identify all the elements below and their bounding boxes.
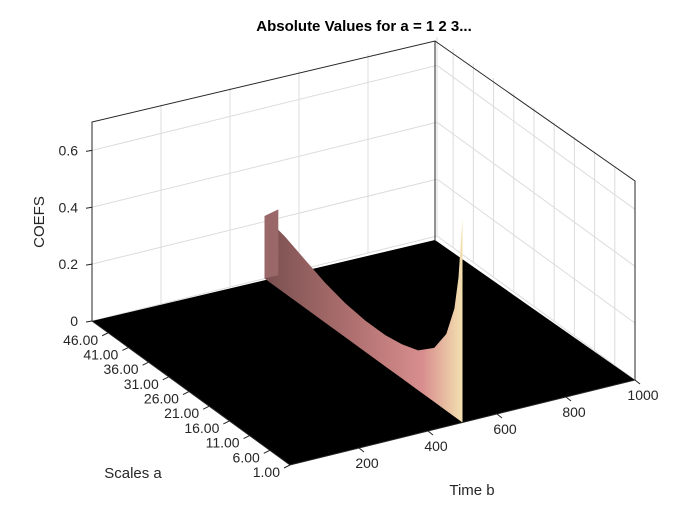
ridge-cap [264, 209, 279, 279]
y-tick-mark [263, 449, 271, 454]
y-tick-label: 6.00 [233, 449, 260, 465]
x-tick-mark [565, 396, 572, 402]
x-tick-label: 1000 [627, 387, 658, 403]
x-tick-label: 200 [355, 455, 379, 471]
y-tick-label: 46.00 [63, 332, 98, 348]
z-tick-label: 0 [70, 313, 78, 329]
ridge-surface [264, 216, 463, 423]
z-tick-mark [85, 206, 93, 209]
x-tick-mark [358, 447, 365, 453]
z-tick-mark [85, 149, 93, 152]
front-floor-edges [91, 320, 636, 466]
y-axis-label: Scales a [104, 465, 162, 482]
y-tick-mark [182, 391, 190, 395]
y-tick-mark [162, 376, 169, 381]
y-tick-label: 11.00 [206, 435, 240, 451]
x-tick-label: 800 [562, 404, 586, 420]
floor-surface [92, 240, 635, 465]
z-tick-label: 0.2 [59, 256, 79, 272]
y-tick-label: 21.00 [164, 405, 199, 421]
z-tick-label: 0.6 [59, 142, 79, 158]
y-tick-mark [122, 347, 129, 351]
right-back-wall [435, 41, 635, 380]
x-tick-mark [427, 430, 434, 436]
x-axis-label: Time b [449, 482, 494, 499]
left-back-wall [92, 41, 435, 321]
y-tick-label: 26.00 [144, 391, 179, 407]
x-axis-ticks: 200 400 600 800 1000 [355, 379, 659, 471]
z-axis-ticks: 0 0.2 0.4 0.6 [59, 142, 93, 329]
y-tick-label: 31.00 [124, 376, 159, 392]
y-tick-mark [202, 405, 210, 410]
z-tick-mark [85, 320, 93, 323]
z-tick-mark [85, 263, 93, 266]
y-tick-mark [283, 464, 291, 469]
y-tick-mark [223, 420, 230, 425]
x-tick-mark [634, 379, 641, 385]
chart-title: Absolute Values for a = 1 2 3... [256, 18, 472, 35]
z-axis-label: COEFS [31, 196, 48, 248]
y-tick-label: 16.00 [184, 420, 219, 436]
y-tick-mark [142, 361, 149, 366]
y-tick-label: 36.00 [104, 361, 139, 377]
z-tick-label: 0.4 [59, 199, 79, 215]
x-tick-label: 400 [424, 438, 448, 454]
y-tick-label: 1.00 [253, 464, 280, 480]
y-tick-mark [243, 435, 250, 440]
y-tick-mark [101, 332, 109, 337]
back-walls [91, 37, 636, 381]
y-tick-label: 41.00 [83, 346, 118, 362]
y-axis-ticks: 1.006.0011.0016.0021.0026.0031.0036.0041… [63, 332, 291, 480]
x-tick-mark [496, 413, 503, 419]
x-tick-label: 600 [493, 421, 517, 437]
